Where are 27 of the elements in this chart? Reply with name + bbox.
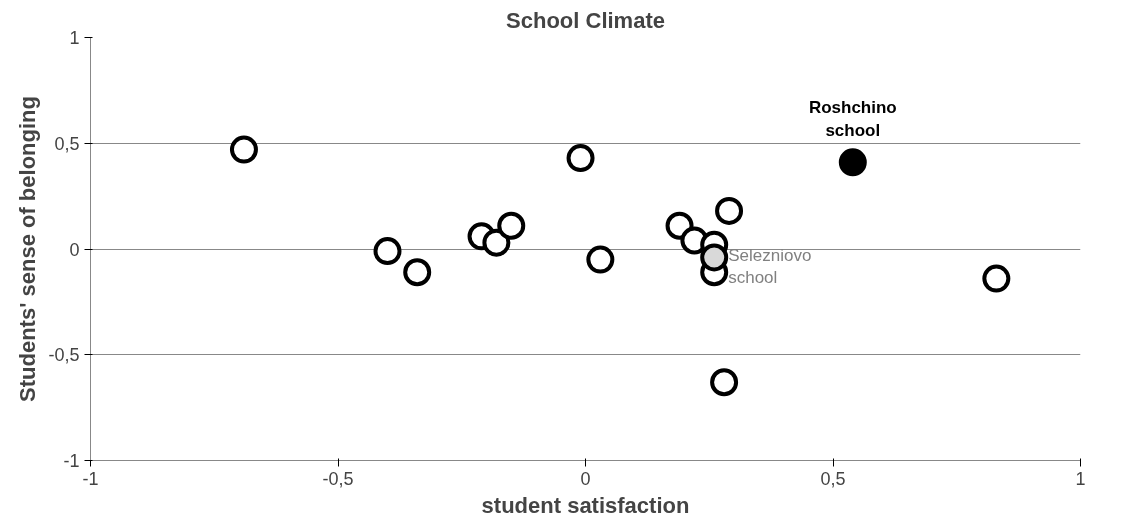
point bbox=[497, 211, 526, 240]
point bbox=[566, 144, 595, 173]
x-tick-label: -1 bbox=[82, 468, 99, 489]
series-label: Selezniovo school bbox=[728, 245, 812, 288]
y-tick-label: -0,5 bbox=[48, 345, 80, 366]
point bbox=[715, 196, 744, 225]
x-tick-label: -0,5 bbox=[322, 468, 354, 489]
point bbox=[700, 243, 729, 272]
y-axis-title: Students' sense of belonging bbox=[15, 96, 41, 402]
y-tick-label: 1 bbox=[69, 28, 80, 48]
chart-title: School Climate bbox=[506, 7, 665, 33]
y-tick-label: -1 bbox=[63, 451, 80, 471]
point bbox=[373, 237, 402, 266]
x-tick-label: 1 bbox=[1075, 468, 1086, 489]
x-axis-title: student satisfaction bbox=[481, 492, 690, 518]
x-tick-label: 0,5 bbox=[820, 468, 846, 489]
x-tick-label: 0 bbox=[580, 468, 591, 489]
point bbox=[229, 135, 258, 164]
point bbox=[482, 228, 511, 257]
point bbox=[838, 148, 867, 177]
point bbox=[403, 258, 432, 287]
point bbox=[982, 264, 1011, 293]
y-tick-label: 0,5 bbox=[54, 133, 80, 154]
point bbox=[586, 245, 615, 274]
y-tick-label: 0 bbox=[69, 239, 80, 260]
series-label: Roshchino school bbox=[808, 98, 897, 141]
point bbox=[710, 368, 739, 397]
